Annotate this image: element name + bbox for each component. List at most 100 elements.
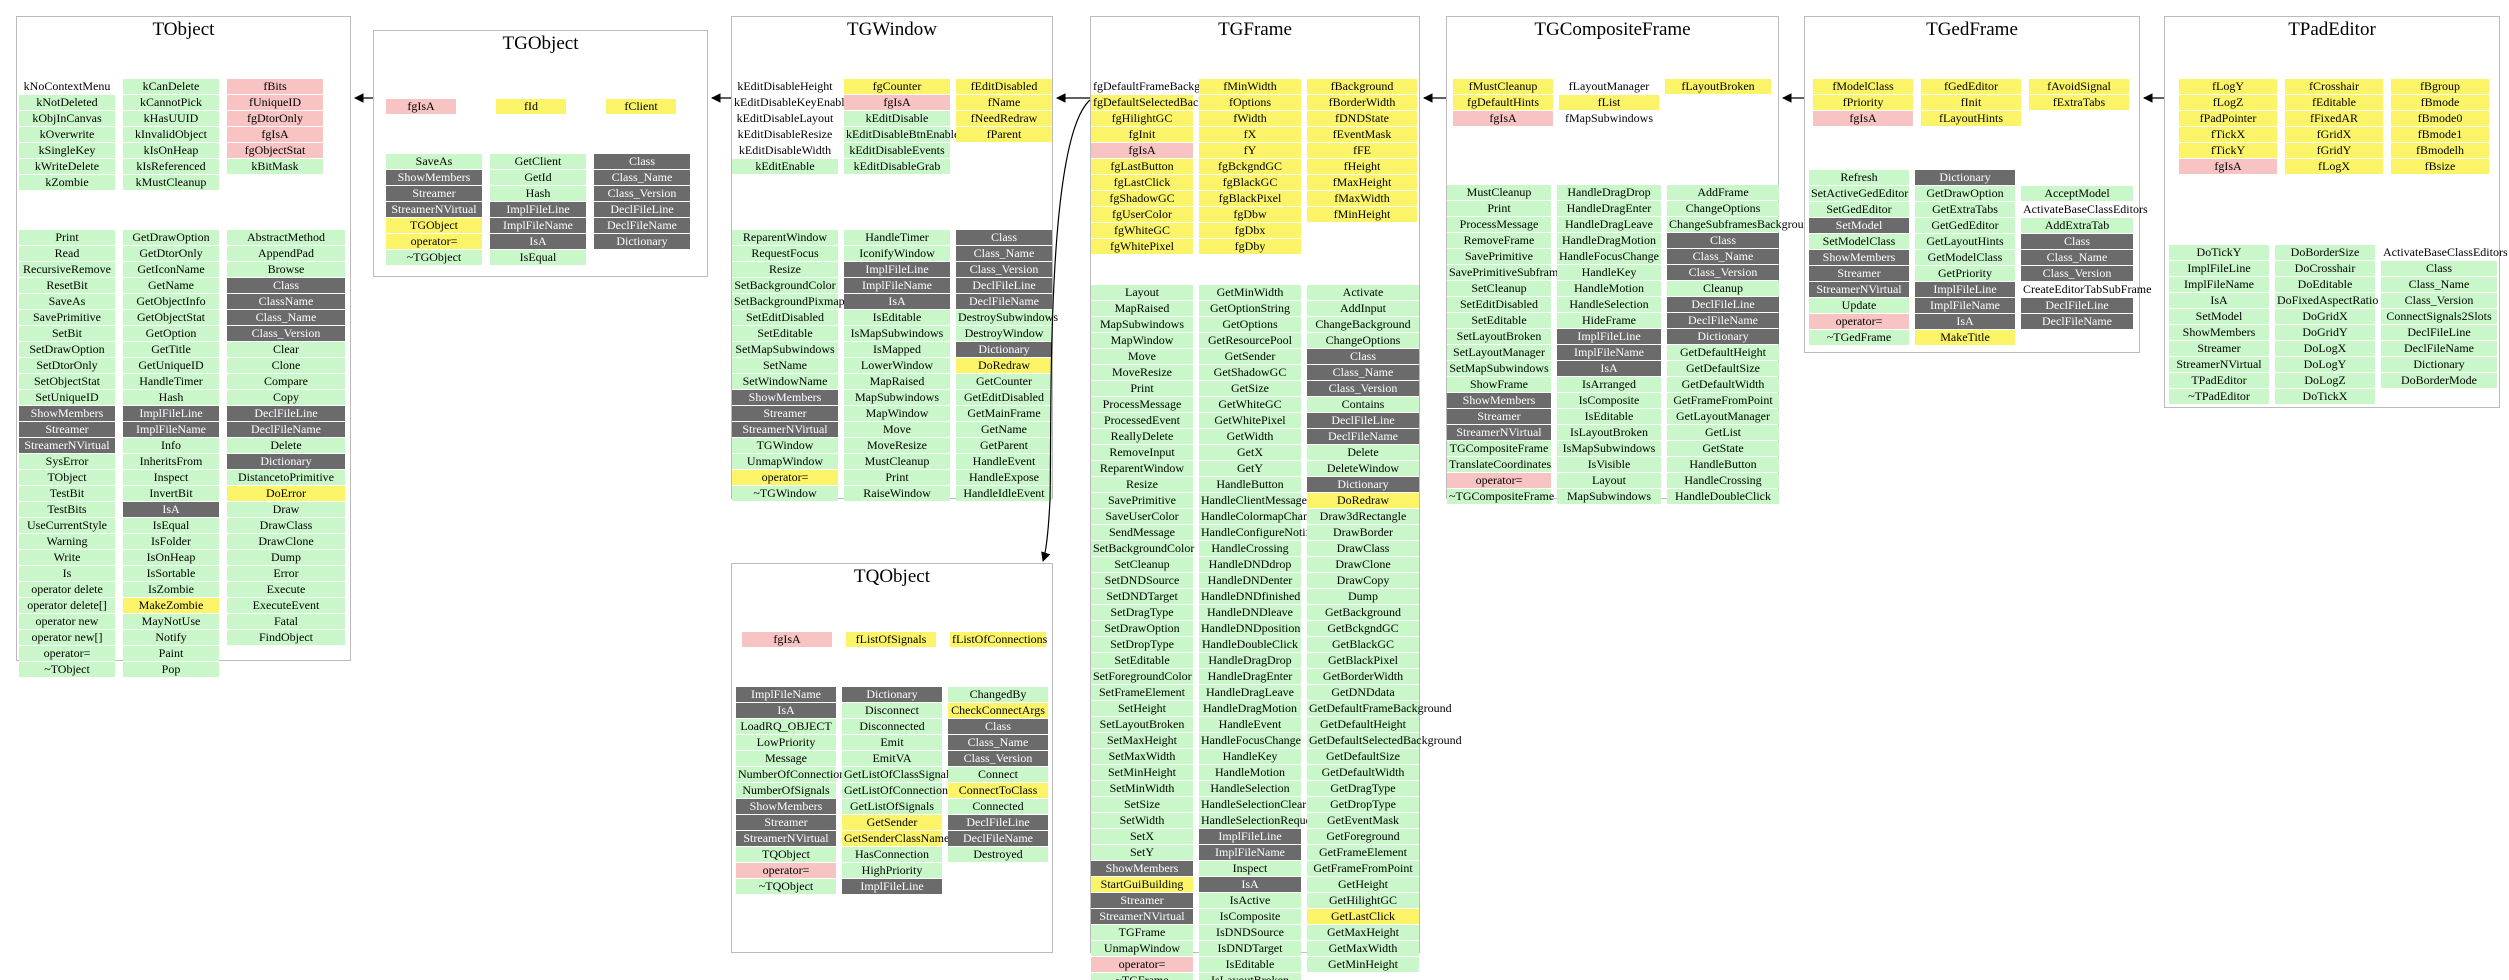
- method-list: MustCleanup HandleDragDrop AddFrame Print Ha…: [1447, 185, 1816, 504]
- method-item: ActivateBaseClassEditors: [2023, 202, 2148, 216]
- class-title: TGObject: [502, 33, 579, 54]
- field-item: [956, 159, 1052, 174]
- method-item: Streamer: [1091, 893, 1193, 908]
- method-item: GetSenderClassName: [842, 831, 950, 846]
- method-item: StreamerNVirtual: [736, 831, 836, 846]
- method-item: ChangeBackground: [1307, 317, 1419, 332]
- field-item: fMaxHeight: [1307, 175, 1417, 190]
- field-item: fBmode: [2391, 95, 2489, 110]
- method-item: ~TGWindow: [732, 486, 838, 501]
- field-item: [1665, 95, 1771, 110]
- method-item: GetPriority: [1915, 266, 2015, 281]
- method-item: HandleDNDdrop: [1199, 557, 1301, 572]
- method-item: ShowMembers: [386, 170, 482, 185]
- method-item: GetId: [490, 170, 586, 185]
- field-item: fgIsA: [227, 127, 323, 142]
- method-item: Dictionary: [1307, 477, 1419, 492]
- method-item: HandleKey: [1557, 265, 1661, 280]
- method-item: SetEditDisabled: [732, 310, 838, 325]
- method-item: ReallyDelete: [1091, 429, 1193, 444]
- method-item: DeclFileLine: [227, 406, 345, 421]
- method-item: Execute: [227, 582, 345, 597]
- method-item: DoTickX: [2275, 389, 2375, 404]
- field-item: kEditDisableEvents: [844, 143, 950, 158]
- method-item: GetFrameFromPoint: [1667, 393, 1779, 408]
- method-item: HandleSelection: [1557, 297, 1661, 312]
- method-item: SaveUserColor: [1091, 509, 1193, 524]
- method-item: DoLogX: [2275, 341, 2375, 356]
- method-item: Contains: [1307, 397, 1419, 412]
- method-item: HandleTimer: [123, 374, 219, 389]
- method-item: IsLayoutBroken: [1199, 973, 1301, 980]
- method-item: DeclFileName: [1307, 429, 1419, 444]
- field-list: fLogY fCrosshair fBgroup fLogZ fEditable fBmo…: [2179, 79, 2489, 174]
- method-item: ConnectToClass: [948, 783, 1048, 798]
- field-item: fNeedRedraw: [956, 111, 1052, 126]
- field-item: fGridY: [2285, 143, 2383, 158]
- method-item: GetOptionString: [1199, 301, 1301, 316]
- method-item: IsEqual: [490, 250, 586, 265]
- method-item: Class_Name: [956, 246, 1052, 261]
- method-item: LoadRQ_OBJECT: [736, 719, 836, 734]
- method-item: operator=: [19, 646, 115, 661]
- method-item: ShowMembers: [1447, 393, 1551, 408]
- method-item: Clear: [227, 342, 345, 357]
- method-item: SetMaxHeight: [1091, 733, 1193, 748]
- method-item: Connect: [948, 767, 1048, 782]
- field-list: fgIsA fId fClient: [386, 99, 676, 114]
- field-item: fFixedAR: [2285, 111, 2383, 126]
- method-item: IsA: [1199, 877, 1301, 892]
- method-item: Class: [2021, 234, 2133, 249]
- method-item: GetLayoutManager: [1667, 409, 1779, 424]
- field-item: fExtraTabs: [2029, 95, 2129, 110]
- method-item: MustCleanup: [1447, 185, 1551, 200]
- method-item: Class: [594, 154, 690, 169]
- field-item: kOverwrite: [19, 127, 115, 142]
- method-item: SavePrimitive: [19, 310, 115, 325]
- field-item: kInvalidObject: [123, 127, 219, 142]
- method-item: Layout: [1557, 473, 1661, 488]
- method-item: Class_Version: [227, 326, 345, 341]
- field-item: fBsize: [2391, 159, 2489, 174]
- method-item: SetGedEditor: [1809, 202, 1909, 217]
- method-item: Streamer: [1809, 266, 1909, 281]
- method-item: SetDtorOnly: [19, 358, 115, 373]
- method-item: Print: [844, 470, 950, 485]
- method-item: operator=: [1809, 314, 1909, 329]
- method-item: Dump: [1307, 589, 1419, 604]
- method-list: Refresh Dictionary SetActiveGedEditor GetDr…: [1809, 170, 2151, 345]
- method-item: IsDNDSource: [1199, 925, 1301, 940]
- method-item: DestroyWindow: [956, 326, 1052, 341]
- method-item: RequestFocus: [732, 246, 838, 261]
- method-item: Class_Name: [2021, 250, 2133, 265]
- method-item: RaiseWindow: [844, 486, 950, 501]
- method-item: GetDrawOption: [1915, 186, 2015, 201]
- field-item: kEditDisable: [844, 111, 950, 126]
- method-item: DoCrosshair: [2275, 261, 2375, 276]
- field-item: fModelClass: [1813, 79, 1913, 94]
- method-item: DoBorderMode: [2381, 373, 2497, 388]
- field-item: fgHilightGC: [1091, 111, 1193, 126]
- method-item: GetBorderWidth: [1307, 669, 1419, 684]
- field-item: [1307, 239, 1417, 254]
- method-item: GetHeight: [1307, 877, 1419, 892]
- method-item: HighPriority: [842, 863, 942, 878]
- method-item: SetForegroundColor: [1091, 669, 1193, 684]
- method-item: IsMapped: [844, 342, 950, 357]
- field-item: fLogY: [2179, 79, 2277, 94]
- method-item: Class_Name: [1667, 249, 1779, 264]
- method-item: Is: [19, 566, 115, 581]
- method-item: GetBlackGC: [1307, 637, 1419, 652]
- method-item: GetMaxHeight: [1307, 925, 1419, 940]
- method-item: Dictionary: [1667, 329, 1779, 344]
- method-item: RemoveInput: [1091, 445, 1193, 460]
- method-item: MakeTitle: [1915, 330, 2015, 345]
- method-item: DeclFileName: [2021, 314, 2133, 329]
- method-item: ShowMembers: [1809, 250, 1909, 265]
- field-item: fLogX: [2285, 159, 2383, 174]
- field-item: kEditDisableBtnEnable: [844, 127, 960, 142]
- method-item: TGWindow: [732, 438, 838, 453]
- method-item: GetUniqueID: [123, 358, 219, 373]
- method-item: [227, 662, 345, 677]
- method-item: Browse: [227, 262, 345, 277]
